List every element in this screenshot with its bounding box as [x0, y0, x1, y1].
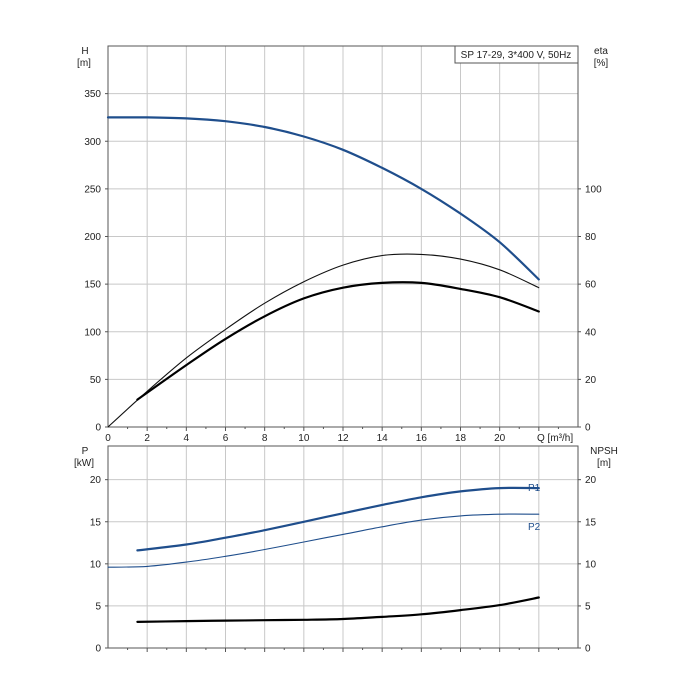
y-right-tick-label: 20: [585, 375, 597, 386]
y-right-tick-label: 0: [585, 644, 591, 655]
bottom-plot-curves: [107, 486, 540, 623]
y-left-tick-label: 15: [90, 517, 102, 528]
top-plot-curves: [106, 116, 540, 428]
y-left-tick-label: 100: [84, 327, 101, 338]
y-right-tick-label: 10: [585, 559, 597, 570]
top-right-axis-unit: [%]: [594, 58, 609, 69]
y-left-tick-label: 20: [90, 475, 102, 486]
top-left-axis-title: H: [81, 46, 88, 57]
x-axis-label: Q [m³/h]: [537, 433, 573, 444]
x-tick-label: 0: [105, 433, 111, 444]
top-left-axis-unit: [m]: [77, 58, 91, 69]
y-left-tick-label: 50: [90, 375, 102, 386]
y-left-tick-label: 10: [90, 559, 102, 570]
top-right-axis-title: eta: [594, 46, 608, 57]
x-tick-label: 18: [455, 433, 467, 444]
bottom-left-axis-unit: [kW]: [74, 458, 94, 469]
y-left-tick-label: 350: [84, 89, 101, 100]
x-tick-label: 4: [184, 433, 190, 444]
y-right-tick-label: 80: [585, 232, 597, 243]
x-tick-label: 12: [337, 433, 349, 444]
series-label-p1: P1: [528, 483, 541, 494]
x-tick-label: 2: [144, 433, 150, 444]
bottom-series-line-p2: [107, 513, 540, 568]
y-right-tick-label: 15: [585, 517, 597, 528]
y-left-tick-label: 250: [84, 184, 101, 195]
series-label-p2: P2: [528, 522, 541, 533]
top-plot-ticks: 0 50 100 150 200 250 300 350 0 20 40 60 80 100 0 2 4 6 8 10…: [84, 89, 602, 444]
x-tick-label: 20: [494, 433, 506, 444]
y-right-tick-label: 0: [585, 423, 591, 434]
top-series-line-2: [107, 253, 540, 428]
y-left-tick-label: 0: [95, 644, 101, 655]
y-left-tick-label: 200: [84, 232, 101, 243]
bottom-right-axis-title: NPSH: [590, 446, 618, 457]
bottom-series-line-p1: [136, 486, 540, 552]
y-left-tick-label: 0: [95, 423, 101, 434]
y-left-tick-label: 150: [84, 280, 101, 291]
bottom-right-axis-unit: [m]: [597, 458, 611, 469]
x-tick-label: 16: [416, 433, 428, 444]
y-right-tick-label: 60: [585, 280, 597, 291]
bottom-plot-grid: [108, 446, 578, 648]
y-right-tick-label: 20: [585, 475, 597, 486]
top-series-line-3: [136, 281, 540, 401]
top-plot-grid: [108, 46, 578, 427]
chart-title-box: [454, 45, 579, 64]
y-right-tick-label: 100: [585, 184, 602, 195]
top-series-line-1: [106, 116, 540, 281]
y-left-tick-label: 5: [95, 601, 101, 612]
y-right-tick-label: 40: [585, 327, 597, 338]
bottom-plot-ticks: 0 5 10 15 20 0 5 10 15 20: [90, 475, 597, 654]
y-right-tick-label: 5: [585, 601, 591, 612]
x-tick-label: 14: [377, 433, 389, 444]
x-tick-label: 10: [298, 433, 310, 444]
chart-title: SP 17-29, 3*400 V, 50Hz: [461, 50, 572, 61]
bottom-series-line-3: [136, 596, 540, 623]
x-tick-label: 8: [262, 433, 268, 444]
x-tick-label: 6: [223, 433, 229, 444]
y-left-tick-label: 300: [84, 137, 101, 148]
bottom-left-axis-title: P: [82, 446, 89, 457]
